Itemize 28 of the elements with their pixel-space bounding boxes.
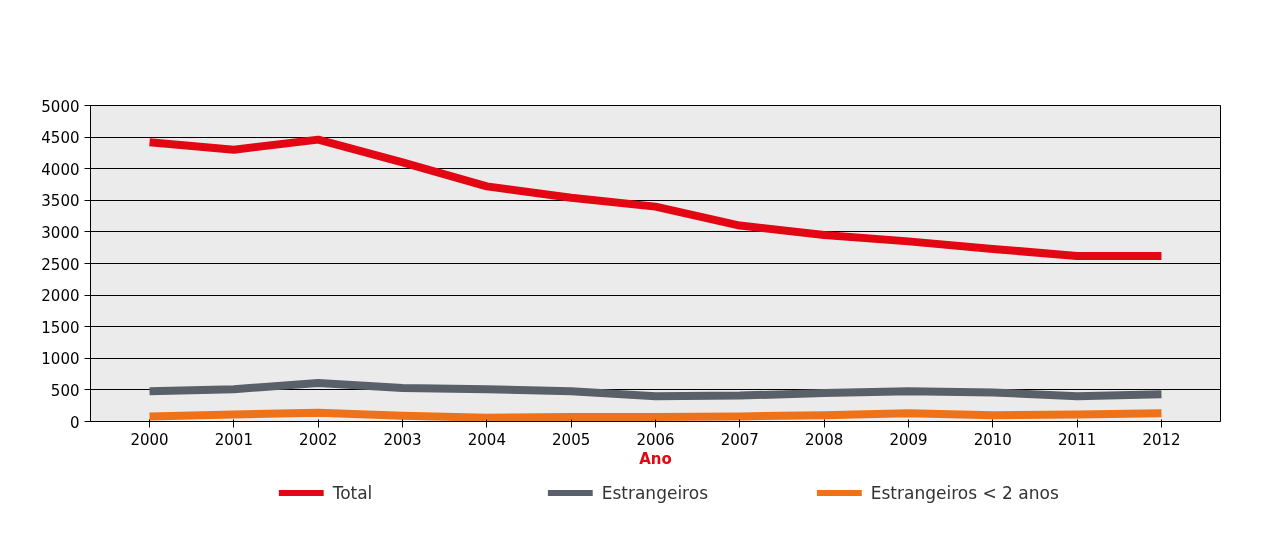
x-tick-label: 2010 [973, 430, 1012, 449]
y-tick-label: 0 [69, 413, 80, 432]
x-tick-label: 2001 [214, 430, 253, 449]
y-tick-label: 4500 [41, 129, 80, 148]
x-tick-label: 2003 [383, 430, 422, 449]
y-tick-label: 1500 [41, 318, 80, 337]
x-tick-label: 2006 [636, 430, 675, 449]
y-tick-label: 500 [50, 381, 80, 400]
legend-label: Estrangeiros < 2 anos [870, 483, 1059, 503]
legend-label: Total [331, 483, 373, 503]
x-tick-label: 2000 [130, 430, 169, 449]
x-tick-label: 2007 [720, 430, 759, 449]
y-tick-label: 1000 [41, 350, 80, 369]
y-tick-label: 4000 [41, 160, 80, 179]
x-tick-label: 2009 [889, 430, 928, 449]
y-tick-label: 3000 [41, 223, 80, 242]
x-tick-label: 2004 [467, 430, 506, 449]
x-tick-label: 2008 [805, 430, 844, 449]
y-tick-label: 5000 [41, 97, 80, 116]
legend-label: Estrangeiros [601, 483, 709, 503]
y-tick-label: 2000 [41, 287, 80, 306]
y-tick-label: 2500 [41, 255, 80, 274]
x-tick-label: 2005 [552, 430, 591, 449]
y-tick-label: 3500 [41, 192, 80, 211]
x-axis-title: Ano [639, 449, 672, 468]
x-tick-label: 2002 [299, 430, 338, 449]
x-tick-label: 2011 [1058, 430, 1097, 449]
x-tick-label: 2012 [1142, 430, 1181, 449]
